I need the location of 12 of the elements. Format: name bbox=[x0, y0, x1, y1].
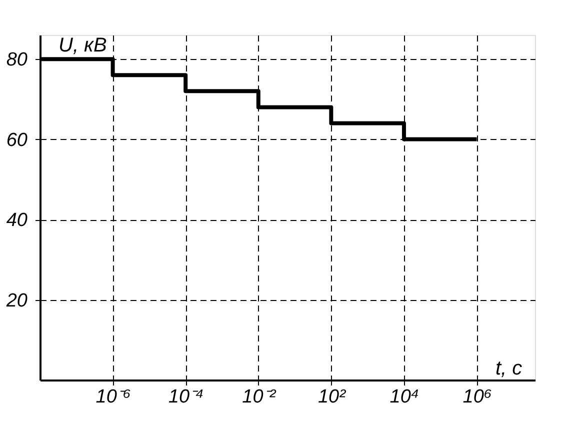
x-tick-label: 10² bbox=[318, 386, 346, 408]
y-tick-label: 60 bbox=[6, 130, 28, 151]
x-tick-label: 10⁴ bbox=[390, 386, 420, 408]
x-tick-label: 10⁻⁶ bbox=[96, 386, 131, 408]
x-tick-label: 10⁻⁴ bbox=[168, 386, 204, 408]
x-tick-label: 10⁻² bbox=[242, 386, 276, 408]
y-tick-label: 80 bbox=[6, 50, 28, 71]
x-tick-label: 10⁶ bbox=[462, 386, 492, 408]
y-tick-label: 20 bbox=[5, 290, 28, 312]
y-tick-label: 40 bbox=[6, 210, 28, 232]
y-axis-title: U, кВ bbox=[58, 34, 107, 56]
x-axis-title: t, c bbox=[496, 358, 522, 380]
